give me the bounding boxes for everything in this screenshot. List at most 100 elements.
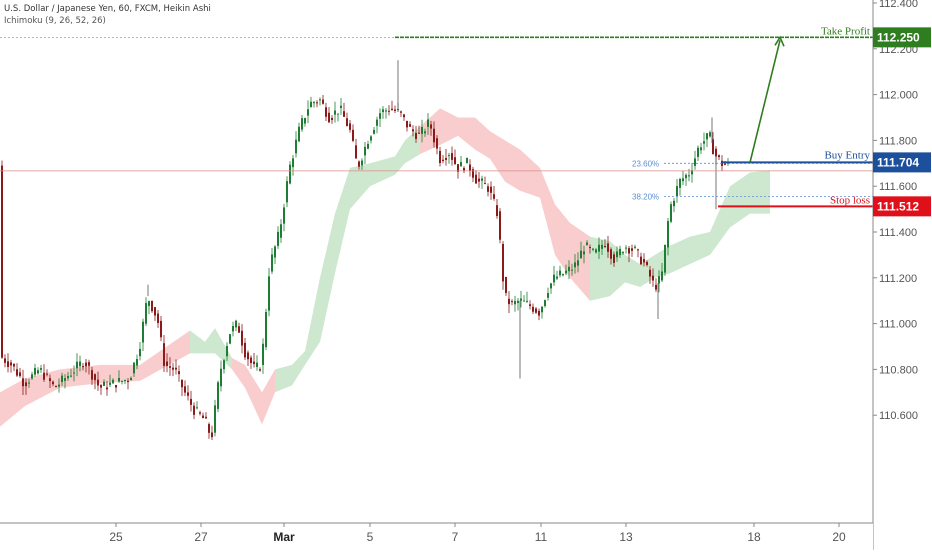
candle-body [514,300,516,305]
candle-body [592,248,594,250]
y-tick-label: 111.600 [879,181,917,193]
cloud-segment [625,254,640,287]
candle-body [343,111,345,117]
candle-body [268,276,270,311]
candle-body [16,369,18,376]
candle-body [544,300,546,307]
cloud-segment [275,364,292,393]
buy-entry-badge [873,152,931,173]
candle-body [619,248,621,256]
candle-body [646,261,648,265]
candle-body [88,362,90,366]
candle-body [10,362,12,366]
candle-body [298,126,300,142]
cloud-segment [335,167,350,274]
candle-body [598,244,600,252]
x-tick-label: 7 [452,530,459,544]
stop-loss-label: Stop loss [830,194,870,206]
stop-loss-badge [873,196,931,217]
candle-body [412,129,414,132]
candle-body [511,301,513,303]
candle-body [187,392,189,396]
candle-body [118,377,120,382]
cloud-segment [262,369,275,425]
candle-body [610,249,612,259]
candle-body [658,276,660,284]
candle-body [535,308,537,313]
candle-body [634,246,636,248]
candle-body [358,161,360,167]
cloud-segment [610,241,625,297]
candle-body [154,307,156,316]
candle-body [580,250,582,259]
cloud-segment [0,378,25,427]
candle-body [577,260,579,266]
candle-body [376,119,378,126]
candle-body [286,181,288,203]
candle-body [214,405,216,433]
candle-body [367,143,369,149]
candle-body [466,157,468,164]
candle-body [622,252,624,254]
candle-body [226,345,228,357]
candle-body [628,248,630,254]
candle-body [67,375,69,379]
x-tick-label: 13 [619,530,633,544]
candle-body [523,300,525,302]
cloud-segment [232,357,245,388]
candle-body [271,254,273,272]
candle-body [589,247,591,249]
candle-body [184,386,186,393]
candle-body [4,358,6,363]
candle-body [430,124,432,129]
candle-body [349,123,351,130]
candle-body [718,155,720,158]
cloud-segment [555,204,570,278]
cloud-segment [190,330,205,354]
candle-body [454,157,456,165]
stop-loss-badge-text: 111.512 [877,199,919,213]
candle-body [652,275,654,281]
y-tick-label: 112.000 [879,90,918,102]
y-tick-label: 112.400 [879,0,918,10]
candle-body [550,283,552,289]
candle-body [112,379,114,384]
candle-body [133,362,135,374]
candle-body [73,372,75,374]
candle-body [352,129,354,141]
candle-body [640,256,642,265]
candle-body [115,385,117,388]
candle-body [547,293,549,298]
candle-body [151,300,153,312]
candle-body [361,160,363,166]
candle-body [13,363,15,367]
cloud-segment [440,108,458,145]
candle-body [613,254,615,263]
candle-body [445,158,447,160]
cloud-segment [395,140,405,175]
candle-body [604,245,606,247]
candle-body [538,310,540,316]
candle-body [601,244,603,249]
candle-body [496,205,498,217]
buy-entry-badge-text: 111.704 [877,155,919,169]
candle-body [406,120,408,128]
candle-body [340,105,342,109]
candle-body [568,266,570,272]
projection-arrow-line [749,40,781,163]
candle-body [463,167,465,171]
candle-body [631,248,633,251]
candle-body [94,374,96,381]
candle-body [241,330,243,346]
cloud-segment [670,236,690,274]
candle-body [244,342,246,358]
candle-body [328,112,330,123]
candle-body [451,153,453,160]
cloud-segment [370,156,395,187]
candle-body [364,146,366,156]
candle-body [469,164,471,172]
candle-body [157,313,159,323]
candle-body [373,129,375,134]
candle-body [121,380,123,382]
